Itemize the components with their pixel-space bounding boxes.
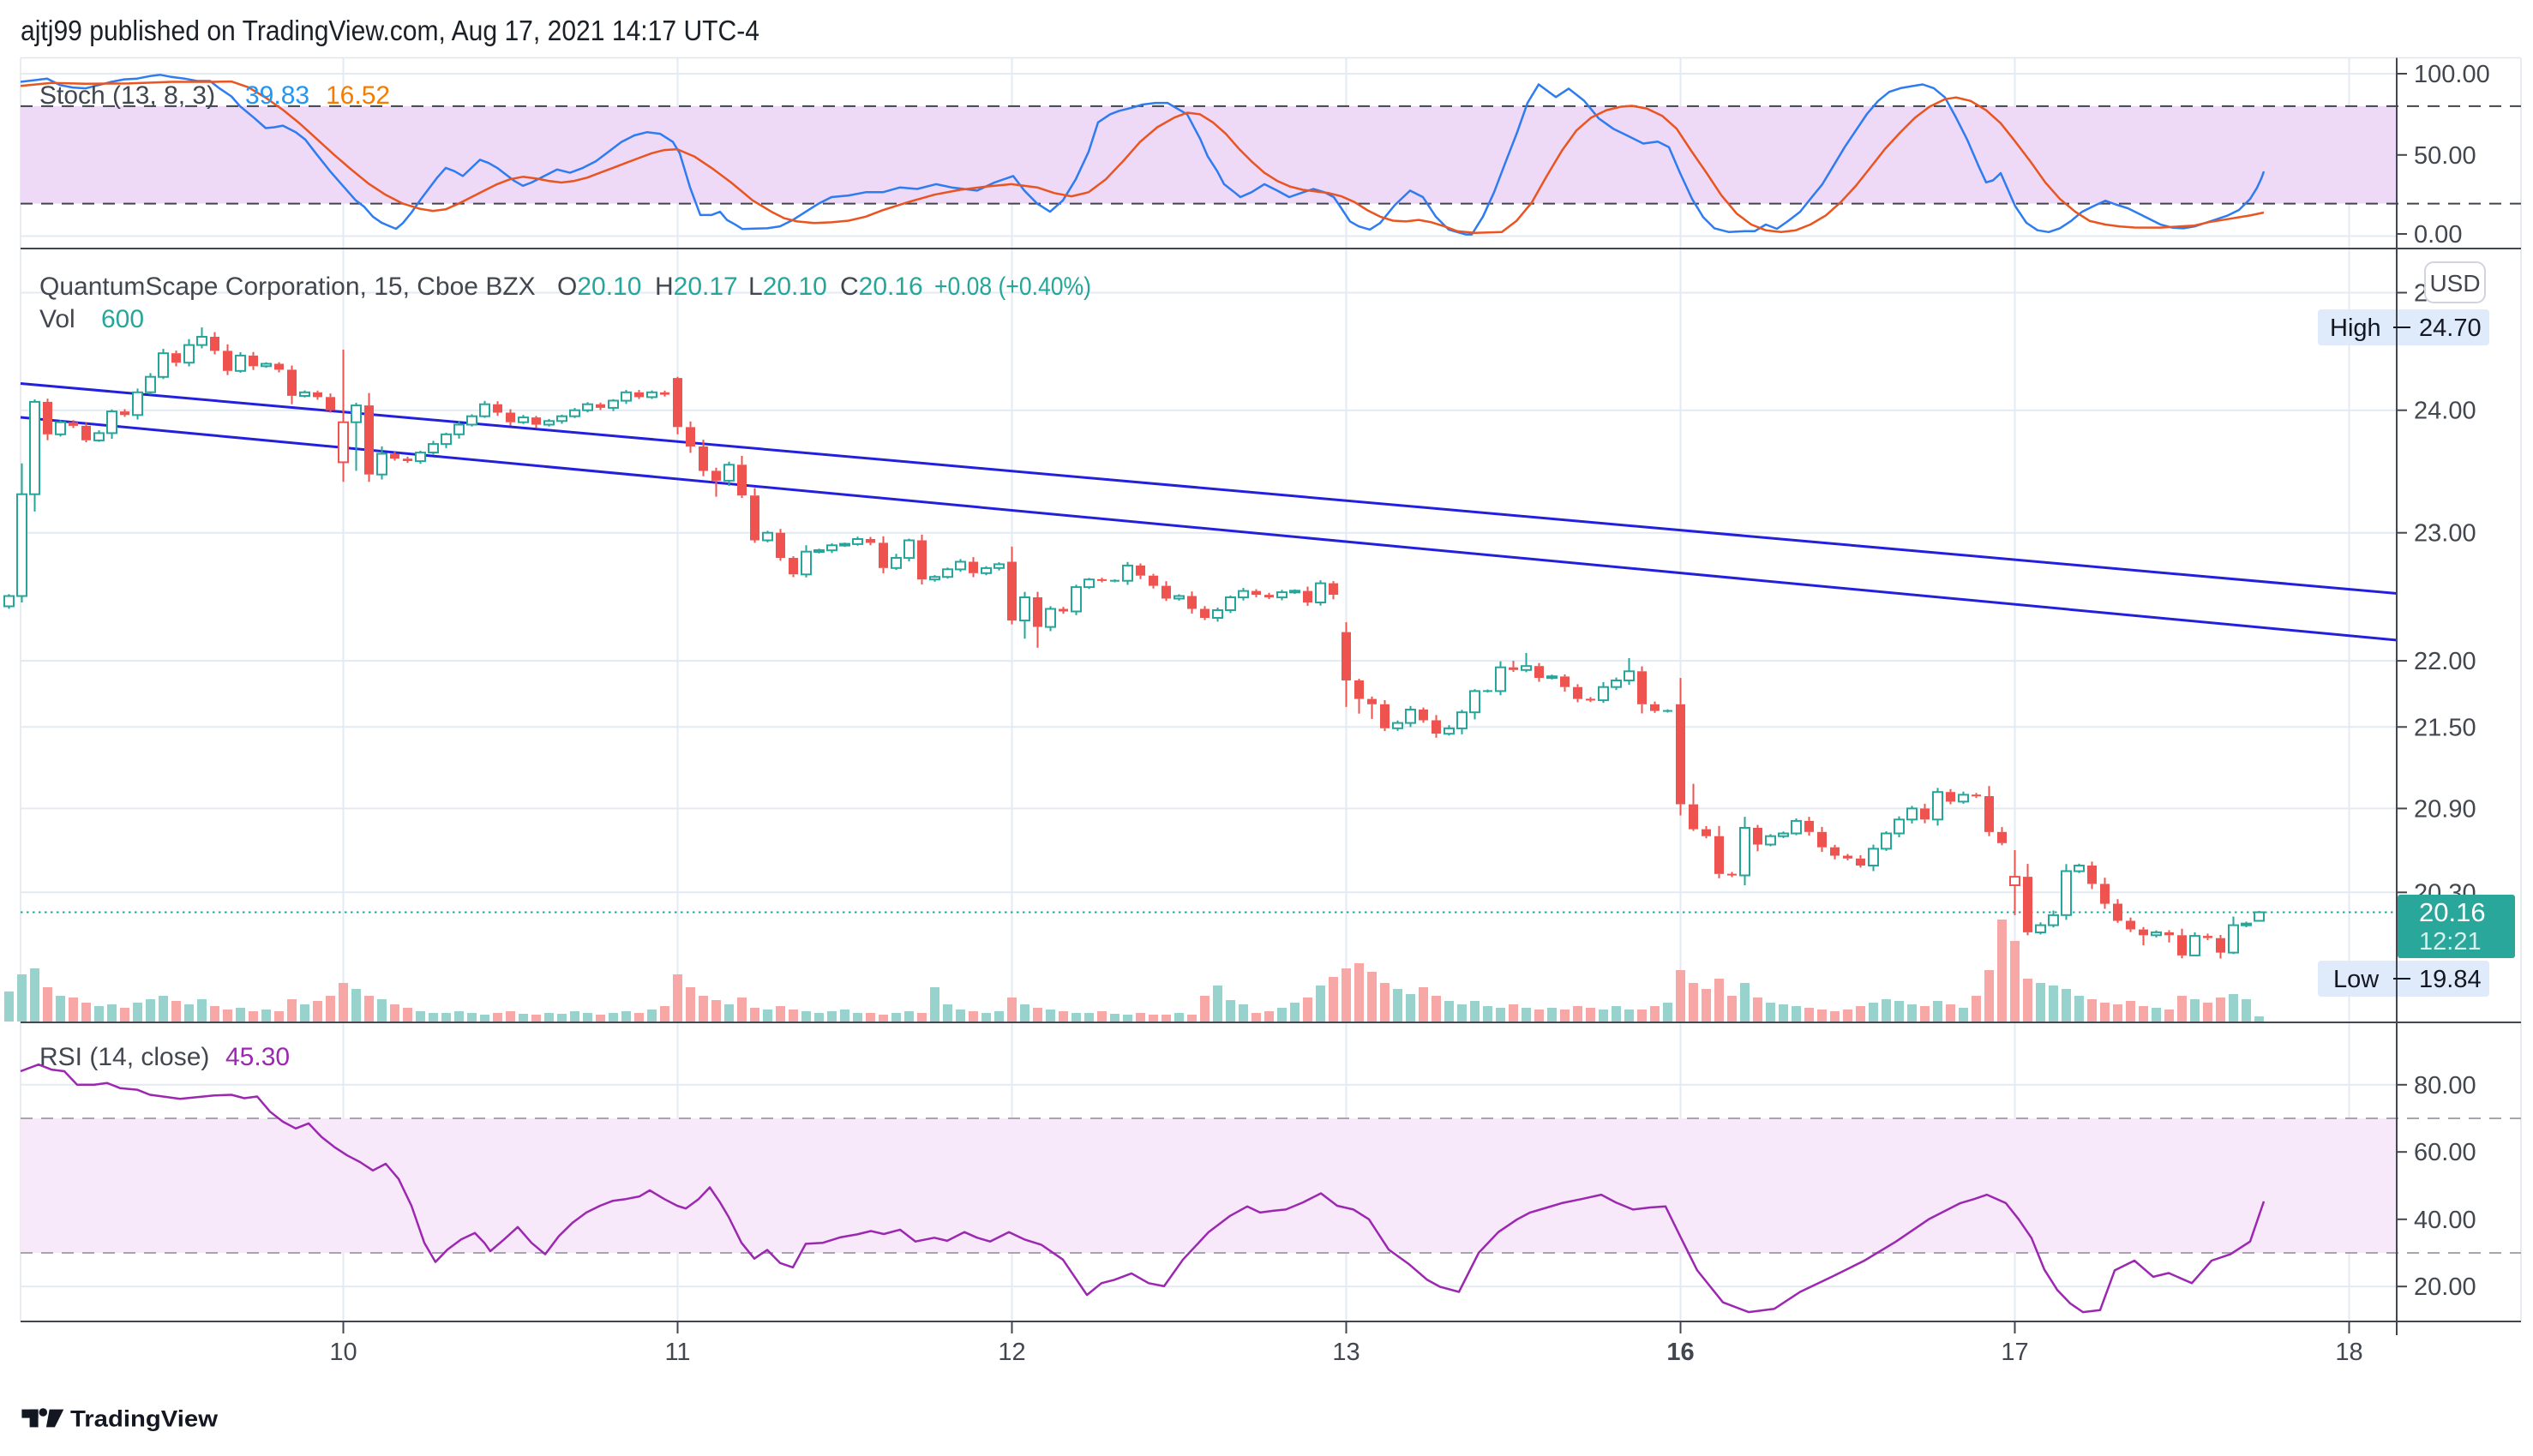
svg-text:16: 16 (1666, 1339, 1694, 1366)
svg-text:O20.10: O20.10 (557, 273, 641, 301)
svg-text:21.50: 21.50 (2414, 714, 2476, 741)
svg-text:24.70: 24.70 (2419, 315, 2482, 342)
svg-text:C20.16: C20.16 (840, 273, 923, 301)
svg-text:18: 18 (2335, 1339, 2362, 1366)
svg-text:600: 600 (101, 305, 144, 333)
svg-text:20.90: 20.90 (2414, 795, 2476, 823)
svg-text:17: 17 (2001, 1339, 2028, 1366)
svg-text:RSI (14, close): RSI (14, close) (39, 1043, 209, 1071)
svg-text:16.52: 16.52 (326, 81, 390, 110)
svg-text:Vol: Vol (39, 305, 75, 333)
svg-text:23.00: 23.00 (2414, 520, 2476, 548)
svg-text:0.00: 0.00 (2414, 221, 2462, 249)
svg-text:High: High (2330, 315, 2381, 342)
svg-text:19.84: 19.84 (2419, 966, 2482, 993)
svg-text:TradingView: TradingView (70, 1406, 219, 1432)
svg-text:60.00: 60.00 (2414, 1139, 2476, 1166)
svg-text:40.00: 40.00 (2414, 1207, 2476, 1234)
svg-text:20.00: 20.00 (2414, 1273, 2476, 1301)
svg-text:Stoch (13, 8, 3): Stoch (13, 8, 3) (39, 81, 215, 110)
svg-text:+0.08 (+0.40%): +0.08 (+0.40%) (934, 273, 1091, 301)
svg-text:ajtj99 published on TradingVie: ajtj99 published on TradingView.com, Aug… (21, 15, 759, 46)
svg-text:L20.10: L20.10 (748, 273, 827, 301)
svg-text:H20.17: H20.17 (655, 273, 738, 301)
svg-text:10: 10 (329, 1339, 357, 1366)
svg-text:100.00: 100.00 (2414, 61, 2490, 88)
svg-text:12:21: 12:21 (2419, 928, 2482, 956)
svg-text:20.16: 20.16 (2419, 897, 2486, 927)
svg-text:24.00: 24.00 (2414, 398, 2476, 425)
svg-text:39.83: 39.83 (245, 81, 309, 110)
svg-text:12: 12 (998, 1339, 1025, 1366)
svg-text:50.00: 50.00 (2414, 142, 2476, 170)
svg-text:11: 11 (664, 1339, 690, 1366)
svg-text:22.00: 22.00 (2414, 648, 2476, 675)
svg-text:80.00: 80.00 (2414, 1072, 2476, 1099)
svg-text:USD: USD (2429, 270, 2480, 297)
svg-text:QuantumScape Corporation, 15,: QuantumScape Corporation, 15, Cboe BZX (39, 273, 536, 301)
svg-text:13: 13 (1332, 1339, 1360, 1366)
svg-text:Low: Low (2333, 966, 2380, 993)
svg-text:45.30: 45.30 (225, 1043, 290, 1071)
